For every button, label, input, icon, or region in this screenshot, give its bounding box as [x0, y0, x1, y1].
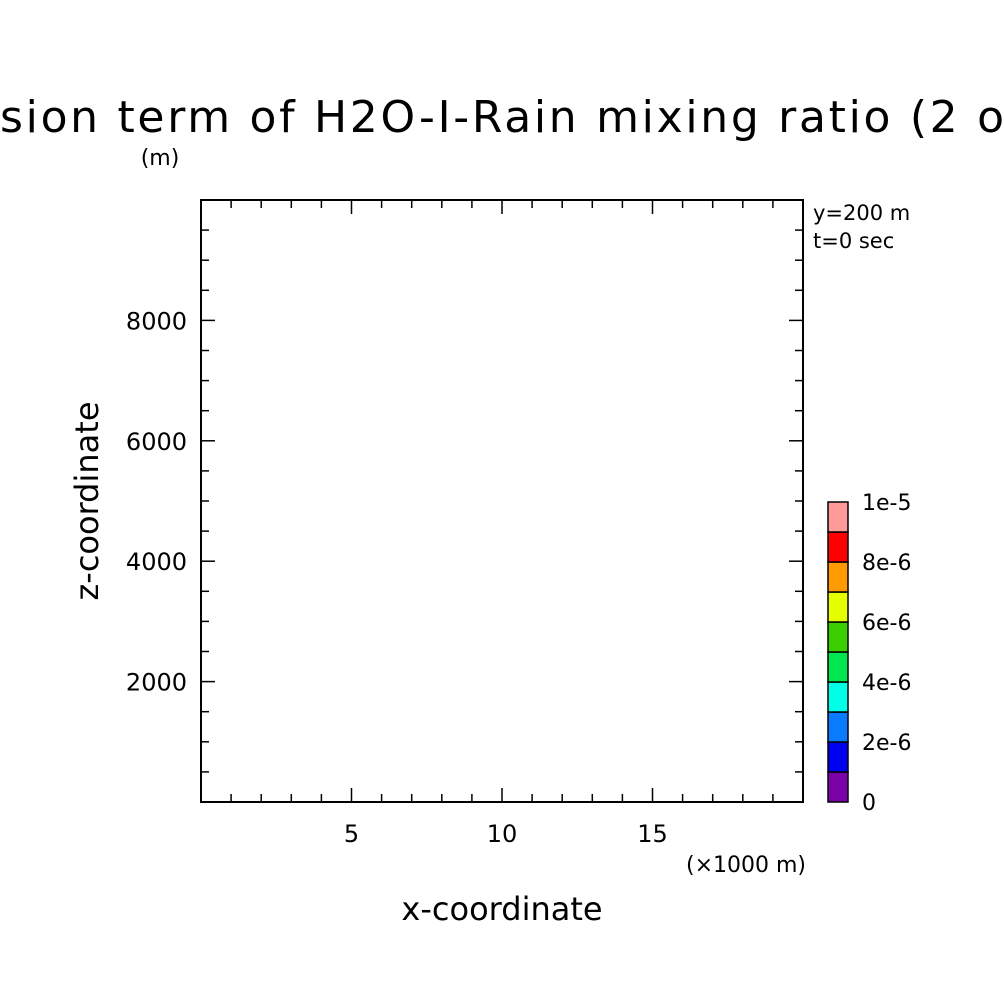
axis-ticks [201, 200, 803, 802]
y-unit-label: (m) [141, 146, 180, 171]
colorbar-tick-label: 8e-6 [862, 551, 911, 576]
colorbar-swatch [827, 561, 849, 593]
plot-area [200, 199, 804, 803]
colorbar-tick-label: 1e-5 [862, 491, 911, 516]
colorbar-tick-label: 4e-6 [862, 671, 911, 696]
colorbar-swatch [827, 591, 849, 623]
colorbar: 0 2e-6 4e-6 6e-6 8e-6 1e-5 [827, 491, 911, 816]
x-axis-label: x-coordinate [401, 890, 602, 928]
colorbar-swatch [827, 741, 849, 773]
x-tick-label: 5 [344, 820, 359, 848]
x-tick-label: 15 [637, 820, 668, 848]
colorbar-swatch [827, 531, 849, 563]
colorbar-swatch [827, 621, 849, 653]
y-tick-label: 2000 [126, 669, 187, 697]
x-unit-label: (×1000 m) [686, 853, 806, 878]
annotation-y: y=200 m [813, 201, 910, 225]
colorbar-tick-label: 6e-6 [862, 611, 911, 636]
y-axis-label: z-coordinate [68, 401, 106, 600]
y-tick-label: 4000 [126, 548, 187, 576]
colorbar-swatch [827, 771, 849, 803]
axis-tick-labels: 5 10 15 2000 4000 6000 8000 [126, 307, 668, 848]
y-tick-label: 8000 [126, 307, 187, 335]
y-tick-label: 6000 [126, 428, 187, 456]
colorbar-tick-label: 0 [862, 791, 876, 816]
colorbar-swatch [827, 681, 849, 713]
annotation-t: t=0 sec [813, 229, 894, 253]
colorbar-swatch [827, 501, 849, 533]
chart-title: sion term of H2O-I-Rain mixing ratio (2 … [0, 92, 1004, 143]
colorbar-tick-label: 2e-6 [862, 731, 911, 756]
x-tick-label: 10 [487, 820, 518, 848]
colorbar-swatch [827, 651, 849, 683]
colorbar-swatch [827, 711, 849, 743]
